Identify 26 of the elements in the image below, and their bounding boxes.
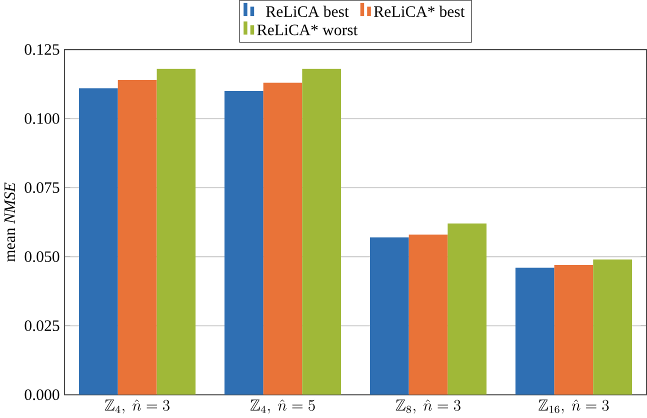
- bar: [448, 224, 487, 395]
- bar: [79, 88, 118, 395]
- x-tick-label: $\mathbb{Z}_8,\ \hat{n}=3$: [396, 399, 460, 414]
- y-tick-label: 0.125: [24, 44, 60, 55]
- y-tick-label: 0.000: [24, 389, 60, 400]
- legend-label: ReLiCA* worst: [257, 24, 358, 36]
- y-tick-label: 0.075: [24, 182, 60, 194]
- bar: [370, 237, 409, 395]
- bar: [263, 82, 302, 395]
- y-tick-label: 0.100: [24, 113, 60, 124]
- x-tick-label: $\mathbb{Z}_{16},\ \hat{n}=3$: [538, 399, 609, 414]
- legend-label: ReLiCA* best: [374, 6, 465, 17]
- bar: [554, 264, 594, 395]
- bar: [593, 259, 632, 395]
- bar: [156, 68, 196, 395]
- bar: [224, 91, 264, 395]
- bar: [515, 268, 554, 395]
- x-tick-label: $\mathbb{Z}_4,\ \hat{n}=5$: [250, 399, 315, 414]
- y-axis-title: mean NMSE: [4, 182, 16, 262]
- y-tick-label: 0.025: [24, 320, 60, 332]
- legend-label: ReLiCA best: [266, 6, 349, 17]
- x-tick-label: $\mathbb{Z}_4,\ \hat{n}=3$: [104, 399, 170, 414]
- bar: [408, 234, 448, 395]
- y-tick-label: 0.050: [24, 251, 60, 262]
- bar: [118, 80, 157, 395]
- bar: [302, 68, 342, 395]
